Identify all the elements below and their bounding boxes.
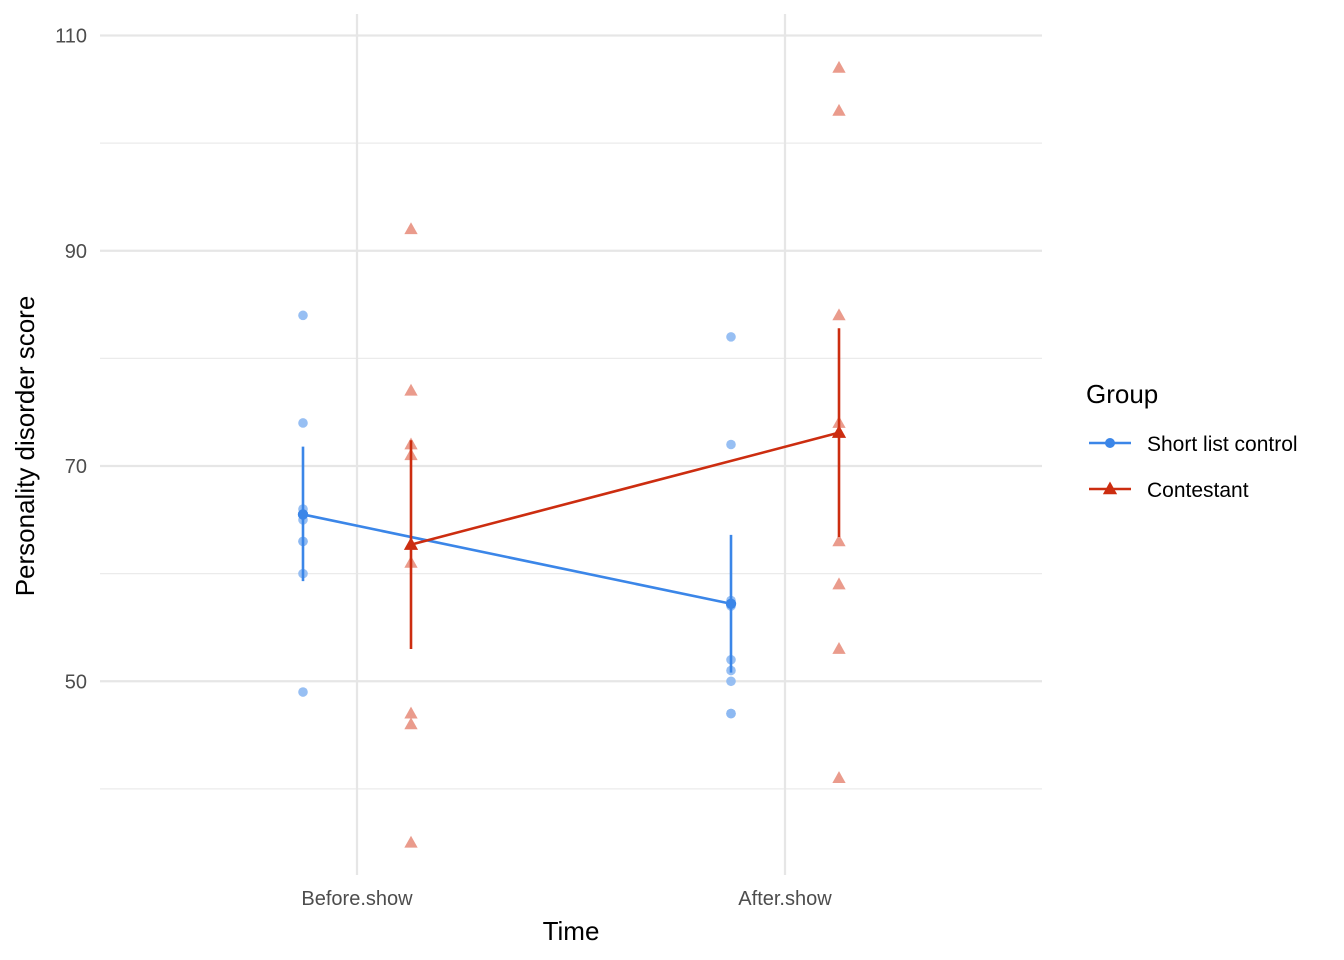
data-point	[832, 308, 846, 321]
legend-keys	[1089, 438, 1131, 495]
legend: Group Short list control Contestant	[1086, 379, 1298, 502]
legend-label-contestant: Contestant	[1147, 479, 1249, 502]
data-point	[832, 641, 846, 654]
mean-point	[725, 598, 737, 609]
x-axis-title: Time	[543, 916, 600, 946]
data-point	[832, 534, 846, 547]
mean-line	[410, 431, 840, 546]
x-axis: Before.show After.show	[301, 888, 832, 910]
legend-key-marker	[1105, 438, 1115, 448]
y-tick-label: 50	[65, 671, 87, 693]
legend-label-control: Short list control	[1147, 433, 1298, 456]
y-tick-label: 110	[55, 26, 87, 48]
mean-line	[302, 513, 732, 606]
data-point	[298, 418, 308, 428]
mean-point	[297, 509, 309, 520]
data-point	[404, 835, 418, 848]
mean-lines	[297, 328, 847, 673]
mean-point	[403, 537, 419, 550]
data-point	[832, 771, 846, 784]
data-point	[404, 383, 418, 396]
data-point	[298, 687, 308, 697]
y-tick-label: 70	[65, 456, 87, 478]
data-point	[404, 706, 418, 719]
legend-key-marker	[1102, 481, 1118, 495]
data-point	[726, 708, 736, 719]
grid	[100, 14, 1042, 875]
x-tick-label: Before.show	[301, 888, 413, 910]
data-point	[832, 60, 846, 73]
y-axis: 50 70 90 110	[55, 26, 87, 694]
data-point	[726, 332, 736, 342]
data-point	[726, 676, 736, 687]
x-tick-label: After.show	[738, 888, 832, 910]
data-point	[832, 103, 846, 116]
legend-title: Group	[1086, 379, 1158, 409]
data-point	[298, 310, 308, 321]
data-point	[404, 222, 418, 235]
mean-point	[831, 425, 847, 438]
data-point	[726, 439, 736, 450]
y-axis-title: Personality disorder score	[10, 296, 40, 597]
y-tick-label: 90	[65, 241, 87, 263]
data-point	[404, 717, 418, 730]
data-point	[832, 577, 846, 590]
